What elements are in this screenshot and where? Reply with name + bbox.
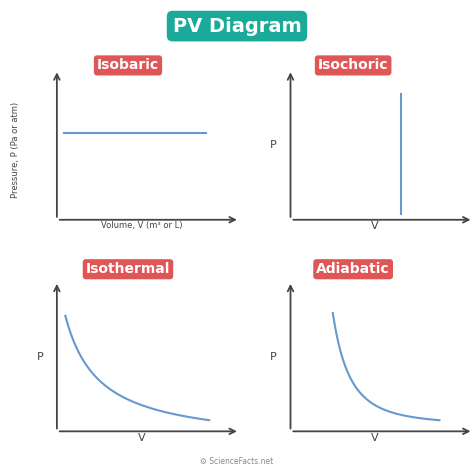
Text: Adiabatic: Adiabatic (316, 262, 390, 276)
Text: PV Diagram: PV Diagram (173, 17, 301, 36)
X-axis label: V: V (138, 433, 146, 443)
Text: Isobaric: Isobaric (97, 58, 159, 73)
Y-axis label: P: P (36, 352, 43, 362)
X-axis label: V: V (371, 433, 379, 443)
Text: Isochoric: Isochoric (318, 58, 388, 73)
X-axis label: Volume, V (m³ or L): Volume, V (m³ or L) (101, 221, 182, 230)
Y-axis label: Pressure, P (Pa or atm): Pressure, P (Pa or atm) (10, 102, 19, 198)
Y-axis label: P: P (270, 140, 277, 150)
Text: ⚙ ScienceFacts.net: ⚙ ScienceFacts.net (201, 456, 273, 465)
Text: Isothermal: Isothermal (86, 262, 170, 276)
Y-axis label: P: P (270, 352, 277, 362)
X-axis label: V: V (371, 221, 379, 231)
